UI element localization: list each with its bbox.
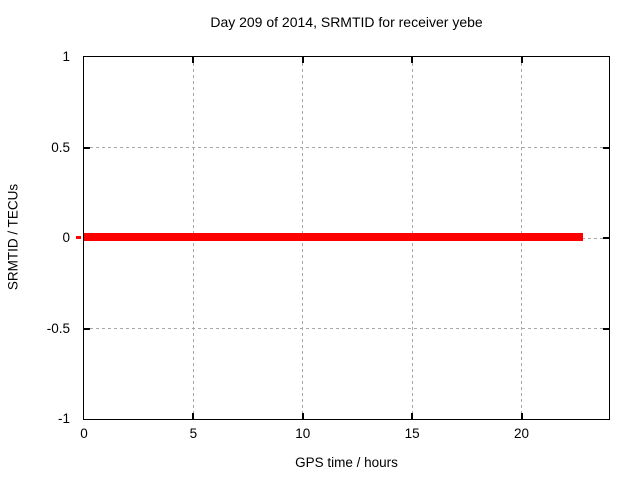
y-tick-left: [84, 327, 90, 330]
x-axis-title: GPS time / hours: [295, 455, 398, 470]
x-tick-top: [520, 57, 523, 63]
y-tick-right: [603, 327, 609, 330]
x-tick-bottom: [411, 413, 414, 419]
y-gridline: [84, 328, 609, 329]
y-gridline: [84, 147, 609, 148]
x-tick-bottom: [301, 413, 304, 419]
x-tick-label: 15: [404, 426, 420, 441]
x-tick-top: [192, 57, 195, 63]
y-tick-label: 0.5: [51, 139, 70, 155]
y-tick-label: 0: [62, 230, 70, 245]
srmtid-series-line: [84, 233, 583, 241]
x-tick-label: 20: [513, 426, 530, 441]
plot-area: [76, 56, 610, 420]
chart-title: Day 209 of 2014, SRMTID for receiver yeb…: [210, 14, 483, 30]
y-tick-label: 1: [62, 49, 70, 64]
y-tick-left: [84, 146, 90, 149]
y-tick-label: -0.5: [46, 320, 70, 336]
series-start-cap-dash: [76, 236, 81, 239]
x-tick-label: 5: [189, 426, 198, 441]
y-tick-right: [603, 237, 609, 239]
x-tick-label: 10: [295, 426, 311, 441]
x-tick-top: [301, 57, 304, 63]
x-tick-bottom: [192, 413, 195, 419]
y-tick-label: -1: [57, 411, 70, 426]
x-tick-top: [411, 57, 414, 63]
y-tick-right: [603, 146, 609, 149]
x-tick-bottom: [520, 413, 523, 419]
x-tick-label: 0: [80, 426, 88, 441]
